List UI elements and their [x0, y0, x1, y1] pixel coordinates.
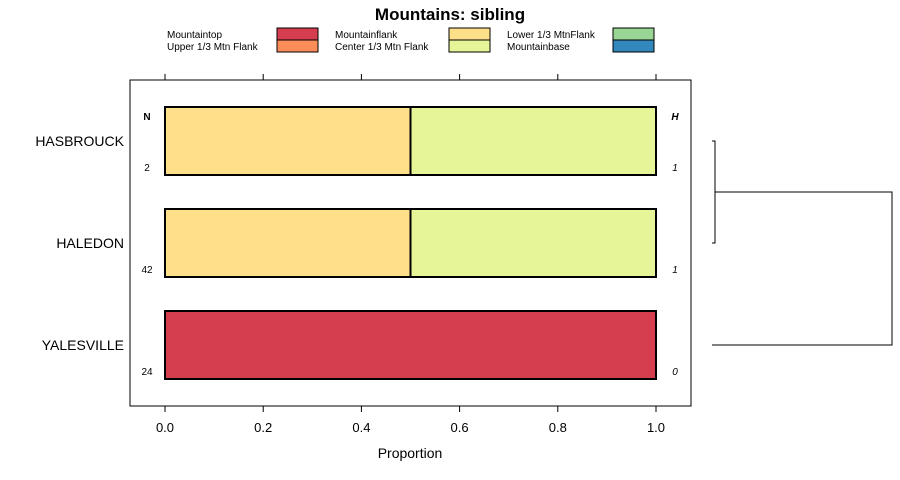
x-axis-title: Proportion: [378, 445, 443, 461]
legend-swatch-mountainflank: [448, 27, 491, 41]
legend-label-center-1-3-mtn-flank: Center 1/3 Mtn Flank: [335, 42, 429, 53]
dendrogram-branch-hasbrouck-haledon: [712, 140, 716, 244]
x-tick-label-2: 0.4: [352, 420, 370, 435]
legend-label-mountainbase: Mountainbase: [507, 42, 570, 53]
legend-swatch-upper-1-3-mtn-flank: [276, 39, 319, 53]
x-tick-label-5: 1.0: [647, 420, 665, 435]
bar-segment-haledon-center-1-3-mtn-flank: [409, 208, 657, 278]
bar-segment-hasbrouck-mountainflank: [164, 106, 412, 176]
n-column-header: N: [143, 112, 150, 123]
axes: 0.0 0.2 0.4 0.6 0.8 1.0: [156, 74, 665, 435]
category-label-haledon: HALEDON: [56, 235, 124, 251]
n-value-yalesville: 24: [141, 367, 153, 378]
dendrogram: [712, 140, 893, 346]
legend-label-mountaintop: Mountaintop: [167, 30, 222, 41]
legend-swatch-mountainbase: [612, 39, 655, 53]
dendrogram-branch-root-yalesville: [712, 191, 893, 346]
legend-label-upper-1-3-mtn-flank: Upper 1/3 Mtn Flank: [167, 42, 259, 53]
plot-frame: [129, 79, 692, 407]
h-value-haledon: 1: [672, 265, 678, 276]
legend-swatch-mountaintop: [276, 27, 319, 41]
category-label-yalesville: YALESVILLE: [42, 337, 124, 353]
h-value-hasbrouck: 1: [672, 163, 678, 174]
legend-swatch-center-1-3-mtn-flank: [448, 39, 491, 53]
bar-segment-hasbrouck-center-1-3-mtn-flank: [409, 106, 657, 176]
legend-label-lower-1-3-mtnflank: Lower 1/3 MtnFlank: [507, 30, 596, 41]
bars: HASBROUCK HALEDON YALESVILLE: [35, 106, 657, 380]
bar-segment-haledon-mountainflank: [164, 208, 412, 278]
h-column-header: H: [671, 112, 679, 123]
x-tick-label-4: 0.8: [549, 420, 567, 435]
chart-title: Mountains: sibling: [375, 5, 525, 24]
n-value-haledon: 42: [141, 265, 153, 276]
bar-segment-yalesville-mountaintop: [164, 310, 657, 380]
x-tick-label-1: 0.2: [254, 420, 272, 435]
legend-swatch-lower-1-3-mtnflank: [612, 27, 655, 41]
category-label-hasbrouck: HASBROUCK: [35, 133, 124, 149]
x-tick-label-0: 0.0: [156, 420, 174, 435]
annotations: N H 2 1 42 1 24 0: [141, 112, 679, 378]
legend-label-mountainflank: Mountainflank: [335, 30, 398, 41]
h-value-yalesville: 0: [672, 367, 678, 378]
x-tick-label-3: 0.6: [451, 420, 469, 435]
n-value-hasbrouck: 2: [144, 163, 150, 174]
